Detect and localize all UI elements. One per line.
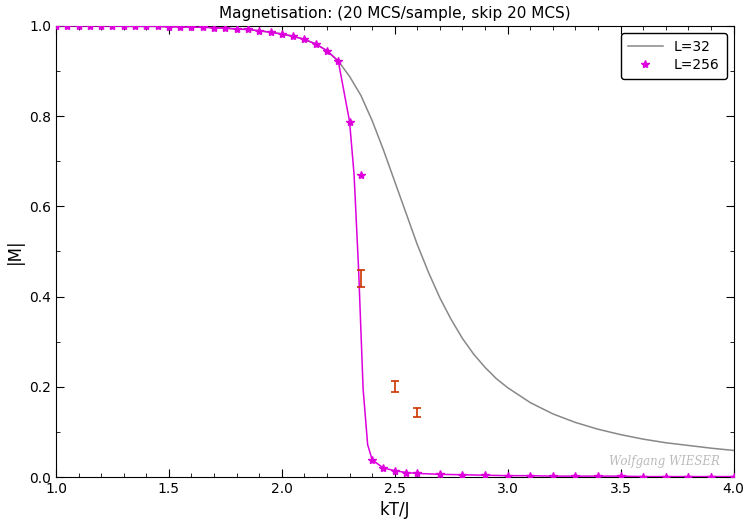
L=256 <box>379 465 388 471</box>
L=32 <box>424 269 433 276</box>
L=256 <box>345 118 354 124</box>
L=256 <box>311 41 320 47</box>
L=256 <box>130 23 140 29</box>
L=256 <box>209 25 218 31</box>
L=256 <box>401 469 410 476</box>
L=256 <box>119 23 128 29</box>
L=256 <box>142 23 151 29</box>
L=32 <box>232 26 242 32</box>
L=256 <box>729 474 738 480</box>
L=256 <box>481 472 490 478</box>
L=256 <box>639 474 648 480</box>
L=256 <box>153 23 162 29</box>
L=256 <box>503 472 512 479</box>
Line: L=32: L=32 <box>56 26 734 450</box>
L=256 <box>684 474 693 480</box>
L=256 <box>390 468 399 474</box>
L=256 <box>266 29 275 35</box>
L=256 <box>198 24 207 30</box>
L=256 <box>593 473 602 479</box>
L=256 <box>413 470 422 477</box>
L=32 <box>729 447 738 454</box>
L=256 <box>52 23 61 29</box>
L=256 <box>97 23 106 29</box>
L=256 <box>436 471 445 477</box>
L=256 <box>300 36 309 43</box>
L=32 <box>52 23 61 29</box>
L=32 <box>176 24 184 30</box>
L=256 <box>232 26 242 32</box>
L=256 <box>571 473 580 479</box>
L=256 <box>662 474 670 480</box>
L=256 <box>458 471 467 478</box>
L=256 <box>244 26 253 33</box>
Title: Magnetisation: (20 MCS/sample, skip 20 MCS): Magnetisation: (20 MCS/sample, skip 20 M… <box>219 6 571 20</box>
L=256 <box>86 23 94 29</box>
L=32 <box>220 25 230 31</box>
L=256 <box>548 473 557 479</box>
L=256 <box>255 28 264 34</box>
Line: L=256: L=256 <box>52 22 738 481</box>
L=256 <box>368 457 376 463</box>
L=256 <box>187 24 196 30</box>
L=256 <box>322 48 332 54</box>
L=256 <box>334 58 343 64</box>
L=256 <box>526 472 535 479</box>
X-axis label: kT/J: kT/J <box>380 501 410 519</box>
L=256 <box>63 23 72 29</box>
L=256 <box>108 23 117 29</box>
L=32 <box>458 335 467 342</box>
Y-axis label: |M|: |M| <box>5 239 23 264</box>
L=256 <box>356 172 365 178</box>
L=256 <box>289 33 298 39</box>
L=256 <box>616 473 625 479</box>
L=256 <box>220 25 230 31</box>
L=256 <box>74 23 83 29</box>
L=256 <box>176 24 184 30</box>
L=256 <box>706 474 716 480</box>
L=256 <box>164 24 173 30</box>
Legend: L=32, L=256: L=32, L=256 <box>621 33 727 79</box>
Text: Wolfgang WIESER: Wolfgang WIESER <box>609 455 720 468</box>
L=256 <box>278 31 286 37</box>
L=32 <box>706 445 716 452</box>
